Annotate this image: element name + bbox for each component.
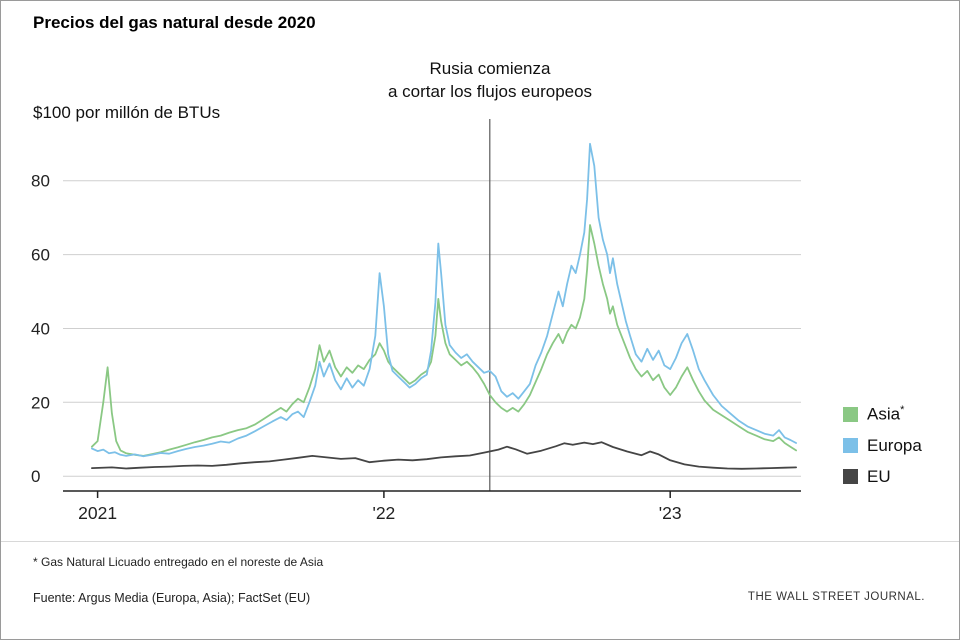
footnote: * Gas Natural Licuado entregado en el no… xyxy=(33,555,324,569)
separator-line xyxy=(1,541,959,542)
chart-line-europa xyxy=(91,142,797,458)
annotation: Rusia comienza a cortar los flujos europ… xyxy=(388,57,592,104)
chart-line-eu xyxy=(91,441,797,470)
y-tick-label: 80 xyxy=(31,172,50,191)
legend-label: EU xyxy=(867,466,891,486)
x-tick-label: '23 xyxy=(659,503,682,523)
y-tick-label: 40 xyxy=(31,320,50,339)
chart-title: Precios del gas natural desde 2020 xyxy=(33,13,316,32)
x-tick-label: 2021 xyxy=(78,503,117,523)
legend: Asia* Europa EU xyxy=(843,404,922,487)
y-axis-unit-label: $100 por millón de BTUs xyxy=(33,103,221,122)
y-tick-label: 20 xyxy=(31,393,50,412)
chart-line-asia xyxy=(91,224,797,457)
credit: THE WALL STREET JOURNAL. xyxy=(747,591,925,603)
annotation-line-2: a cortar los flujos europeos xyxy=(387,82,593,102)
legend-label: Europa xyxy=(867,435,922,455)
y-tick-label: 0 xyxy=(31,467,40,486)
y-tick-label: 60 xyxy=(31,246,50,265)
legend-swatch xyxy=(843,438,858,454)
legend-item-asia: Asia* xyxy=(843,404,922,425)
legend-item-eu: EU xyxy=(843,467,922,487)
legend-swatch xyxy=(843,406,858,422)
annotation-line-1: Rusia comienza xyxy=(429,59,551,78)
legend-item-europa: Europa xyxy=(843,436,922,456)
legend-swatch xyxy=(843,469,858,485)
source: Fuente: Argus Media (Europa, Asia); Fact… xyxy=(33,591,311,605)
x-tick-label: '22 xyxy=(372,503,395,523)
legend-label: Asia* xyxy=(867,404,905,424)
